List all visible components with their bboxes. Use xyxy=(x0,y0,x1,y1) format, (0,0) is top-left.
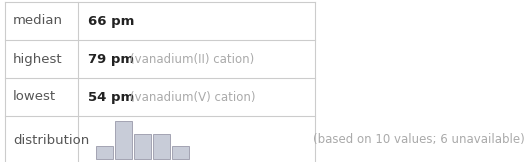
Bar xyxy=(153,134,170,159)
Text: (vanadium(V) cation): (vanadium(V) cation) xyxy=(130,91,256,104)
Text: 54 pm: 54 pm xyxy=(88,91,134,104)
Bar xyxy=(115,121,132,159)
Bar xyxy=(172,146,189,159)
Text: (vanadium(II) cation): (vanadium(II) cation) xyxy=(130,52,254,65)
Text: highest: highest xyxy=(13,52,62,65)
Text: lowest: lowest xyxy=(13,91,56,104)
Bar xyxy=(96,146,113,159)
Text: 66 pm: 66 pm xyxy=(88,15,134,28)
Bar xyxy=(134,134,151,159)
Text: 79 pm: 79 pm xyxy=(88,52,134,65)
Text: distribution: distribution xyxy=(13,133,89,146)
Text: median: median xyxy=(13,15,63,28)
Text: (based on 10 values; 6 unavailable): (based on 10 values; 6 unavailable) xyxy=(313,133,525,146)
